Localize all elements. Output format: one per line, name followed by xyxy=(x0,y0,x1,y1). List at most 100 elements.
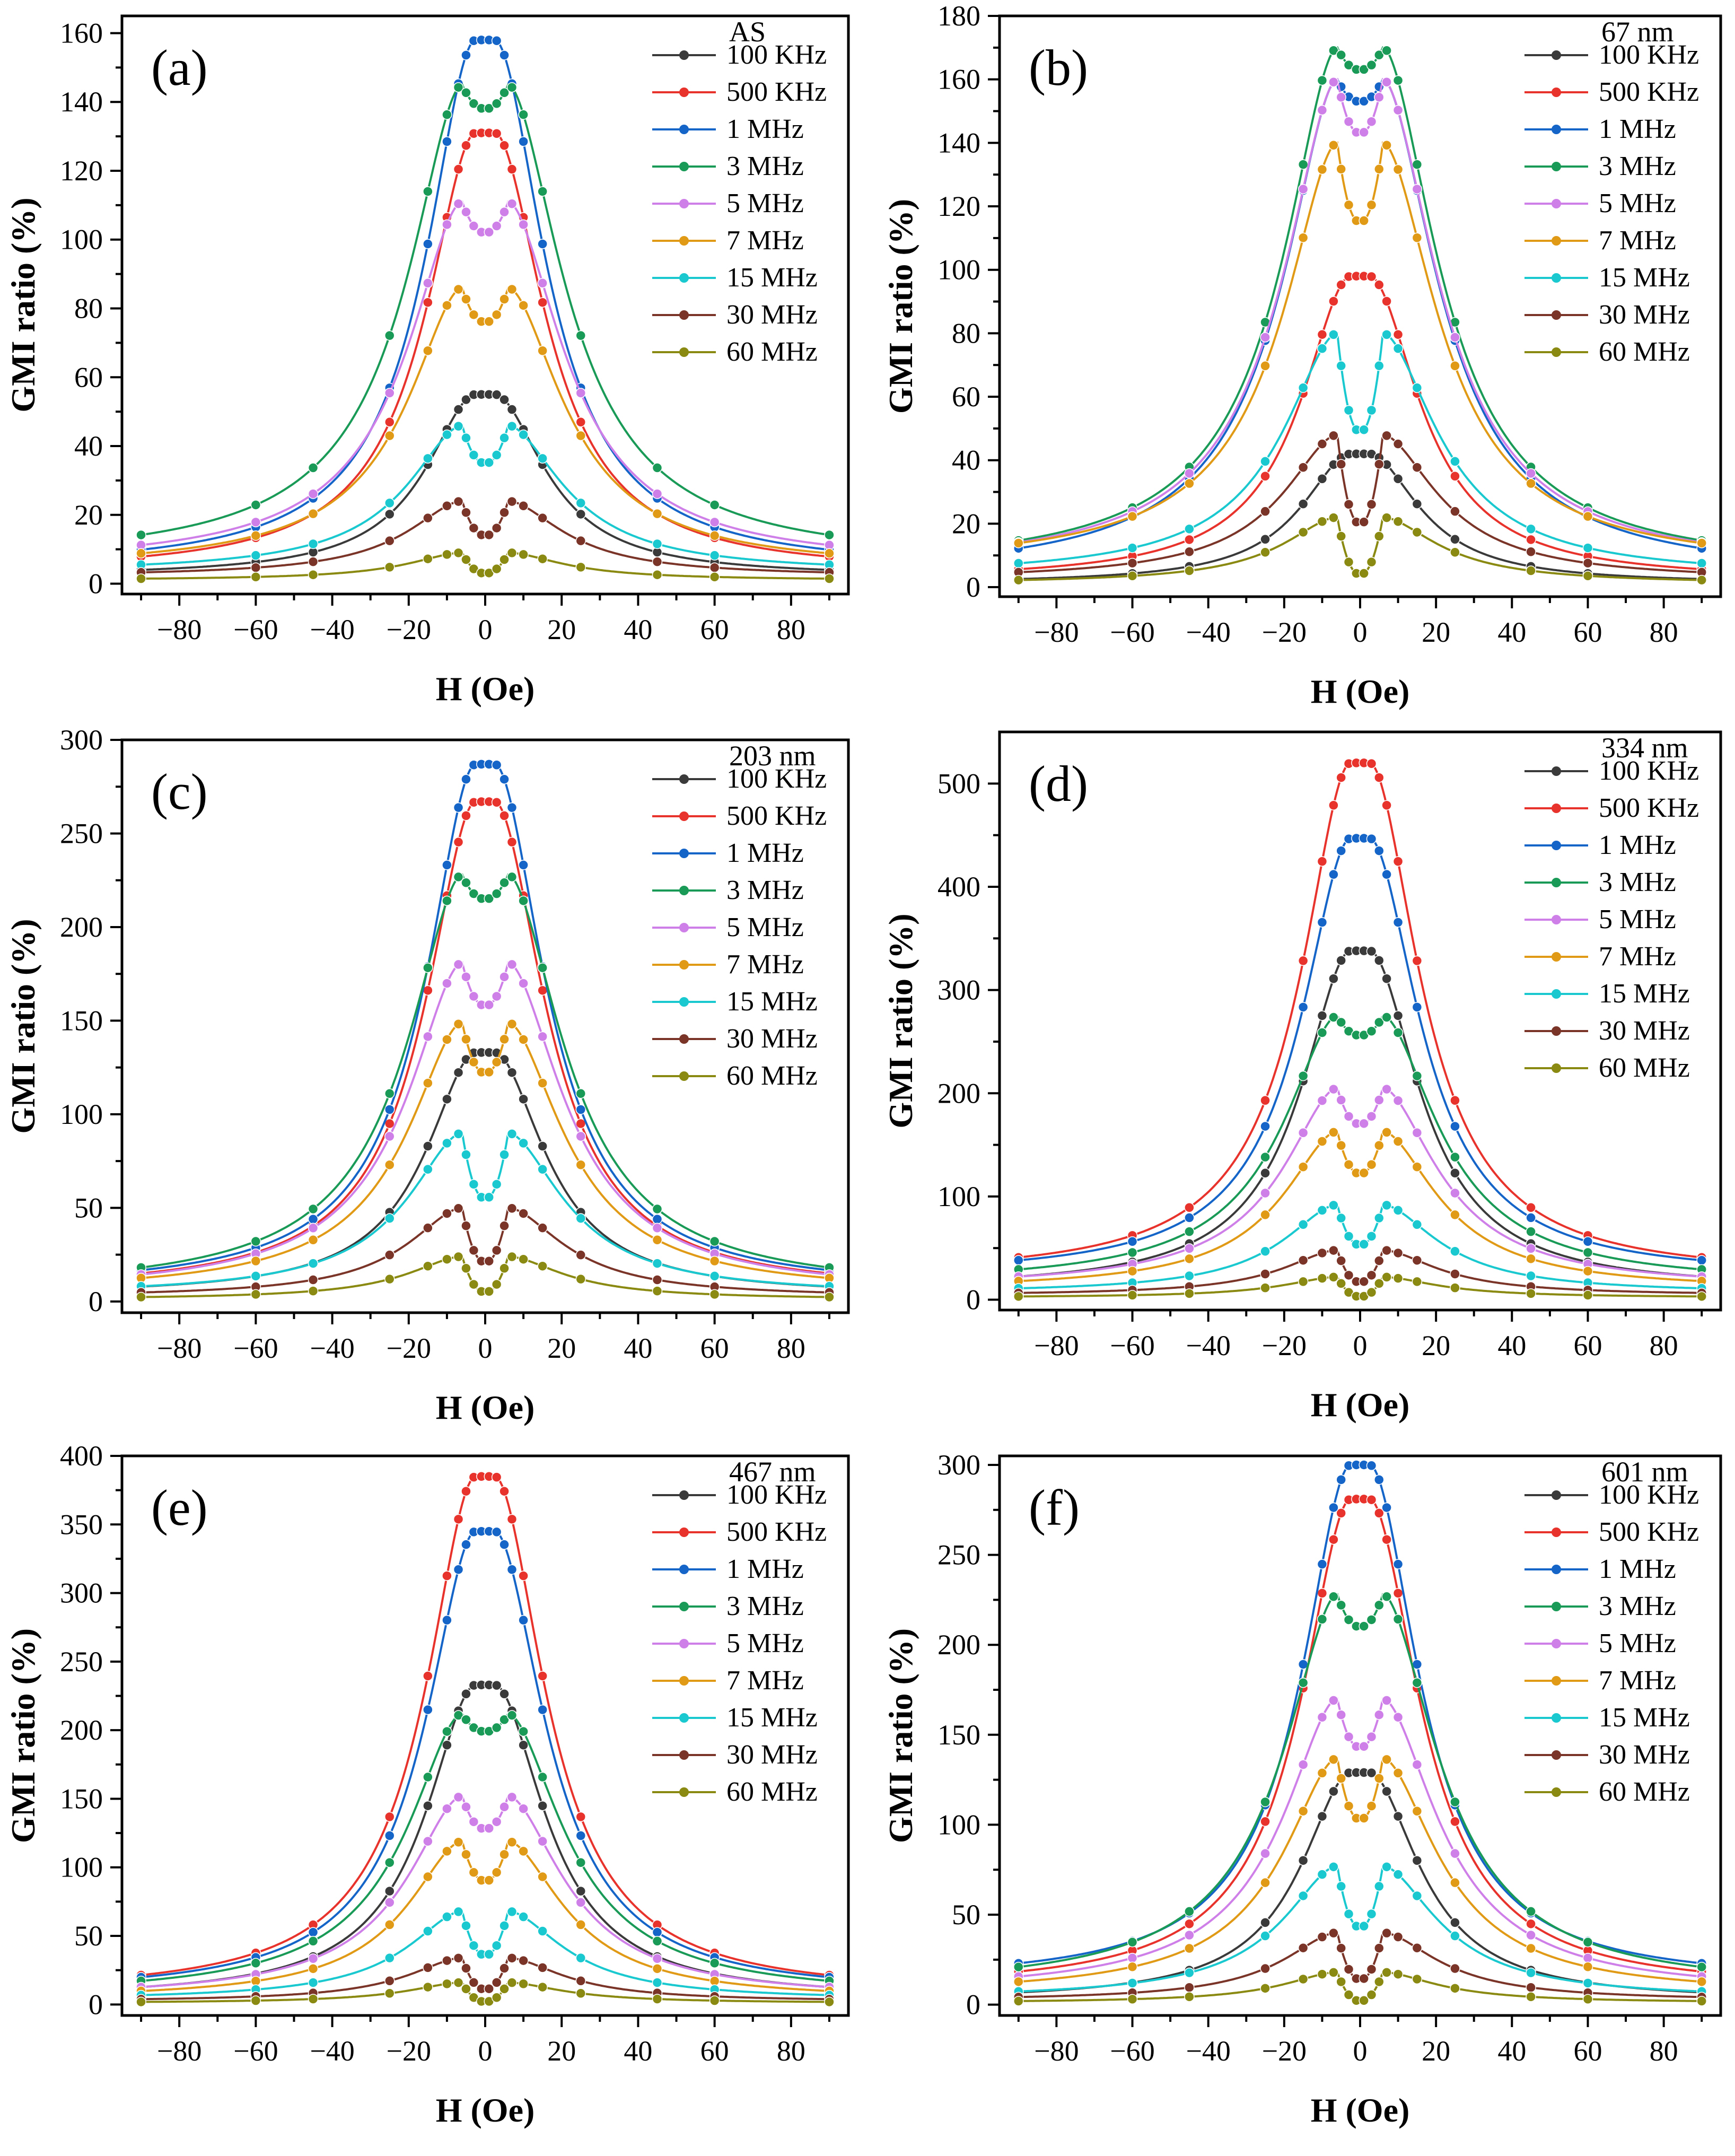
data-point xyxy=(442,1803,452,1814)
data-point xyxy=(250,1255,261,1267)
data-point xyxy=(1366,1460,1377,1471)
data-point xyxy=(1127,1952,1138,1963)
data-point xyxy=(484,1192,494,1203)
data-point xyxy=(384,1159,395,1171)
data-point xyxy=(1298,1806,1309,1817)
data-point xyxy=(1392,1932,1404,1942)
data-point xyxy=(1298,1002,1309,1012)
data-point xyxy=(484,103,494,114)
data-point xyxy=(652,1214,663,1225)
data-point xyxy=(1392,1869,1404,1880)
data-point xyxy=(537,1800,548,1811)
series-7-mhz xyxy=(1013,139,1707,548)
legend-marker xyxy=(679,886,689,895)
data-point xyxy=(709,1289,720,1300)
legend-label: 500 KHz xyxy=(726,1517,827,1547)
data-point xyxy=(384,1830,395,1841)
data-point xyxy=(1366,1614,1377,1625)
data-point xyxy=(518,429,529,440)
data-point xyxy=(575,1952,586,1963)
data-point xyxy=(1317,75,1328,86)
data-point xyxy=(1381,1927,1392,1939)
legend-marker xyxy=(679,1527,689,1537)
data-point xyxy=(518,978,529,989)
data-point xyxy=(1336,164,1346,174)
legend-marker xyxy=(1552,310,1561,320)
legend-title: AS xyxy=(729,16,766,48)
data-point xyxy=(499,1963,510,1974)
data-point xyxy=(1328,76,1339,88)
data-point xyxy=(1343,59,1354,71)
data-point xyxy=(1328,45,1339,56)
data-point xyxy=(1366,271,1377,282)
data-point xyxy=(1359,1621,1369,1631)
y-tick-label: 0 xyxy=(89,568,103,600)
data-point xyxy=(575,388,586,398)
data-point xyxy=(1381,1591,1392,1602)
data-point xyxy=(491,1867,502,1878)
data-point xyxy=(537,1982,548,1993)
legend-marker xyxy=(1552,1639,1561,1648)
data-point xyxy=(453,547,464,558)
data-point xyxy=(709,1255,720,1267)
data-point xyxy=(1317,1811,1328,1822)
legend-label: 30 MHz xyxy=(1599,1016,1690,1046)
legend-label: 3 MHz xyxy=(726,1591,804,1621)
y-tick-label: 140 xyxy=(937,127,980,159)
data-point xyxy=(384,1250,395,1260)
data-point xyxy=(1328,1927,1339,1939)
series-7-mhz xyxy=(136,284,835,559)
data-point xyxy=(1450,456,1460,467)
data-point xyxy=(1359,127,1369,138)
x-tick-label: 0 xyxy=(1353,2035,1368,2067)
data-point xyxy=(1392,1027,1404,1038)
y-tick-label: 150 xyxy=(60,1783,103,1814)
data-point xyxy=(1366,405,1377,416)
legend-label: 60 MHz xyxy=(1599,1777,1690,1807)
y-tick-label: 50 xyxy=(74,1920,103,1952)
y-tick-label: 0 xyxy=(966,1284,980,1316)
x-tick-label: 60 xyxy=(1573,616,1602,648)
x-tick-label: −20 xyxy=(387,2035,431,2067)
data-point xyxy=(1336,1278,1346,1289)
y-axis-title: GMI ratio (%) xyxy=(882,199,919,414)
y-tick-label: 140 xyxy=(60,86,103,118)
legend-marker xyxy=(679,310,689,320)
x-tick-label: 0 xyxy=(1353,616,1368,648)
data-point xyxy=(1450,506,1460,517)
data-point xyxy=(1359,568,1369,579)
data-point xyxy=(537,1671,548,1681)
x-tick-label: 20 xyxy=(1422,1330,1450,1361)
data-point xyxy=(461,1539,471,1550)
data-point xyxy=(1343,556,1354,568)
data-point xyxy=(1374,1140,1385,1151)
legend-marker xyxy=(679,50,689,60)
data-point xyxy=(1374,772,1385,783)
data-point xyxy=(453,1129,464,1139)
data-point xyxy=(1328,1272,1339,1282)
data-point xyxy=(1381,973,1392,984)
data-point xyxy=(1343,199,1354,211)
legend-marker xyxy=(1552,915,1561,924)
data-point xyxy=(518,1208,529,1219)
data-point xyxy=(1392,917,1404,928)
legend-label: 15 MHz xyxy=(726,1703,818,1733)
data-point xyxy=(1336,1140,1346,1151)
x-tick-label: −60 xyxy=(1110,2035,1154,2067)
data-point xyxy=(308,1927,319,1937)
data-point xyxy=(1317,473,1328,484)
data-point xyxy=(1298,1070,1309,1081)
y-tick-label: 50 xyxy=(952,1899,980,1931)
data-point xyxy=(1013,1291,1024,1302)
data-point xyxy=(1359,1921,1369,1932)
data-point xyxy=(499,507,510,518)
data-point xyxy=(1696,1255,1707,1265)
legend-label: 15 MHz xyxy=(726,263,818,293)
data-point xyxy=(1013,574,1024,586)
y-tick-label: 100 xyxy=(60,1098,103,1130)
data-point xyxy=(499,1921,510,1931)
data-point xyxy=(1392,1273,1404,1284)
data-point xyxy=(308,1258,319,1269)
data-point xyxy=(1582,1247,1593,1258)
data-point xyxy=(453,1710,464,1721)
